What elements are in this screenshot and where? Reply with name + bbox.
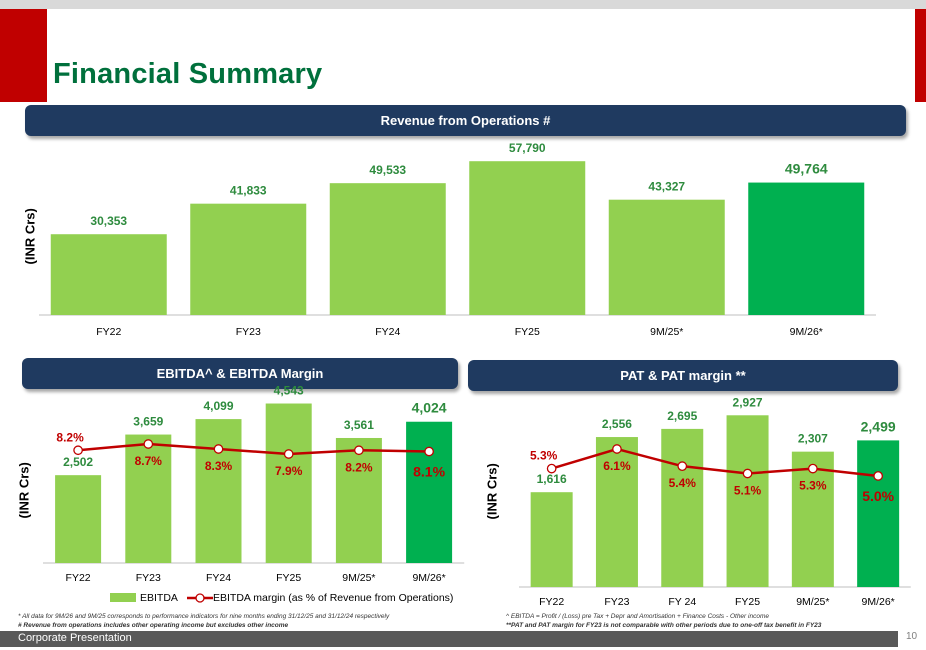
revenue-bar	[469, 161, 586, 315]
ebitda-margin-point	[73, 445, 83, 456]
ebitda-bar-value-label: 3,561	[344, 418, 374, 432]
pat-bar-value-label: 2,556	[602, 417, 632, 431]
note-footnote-4: **PAT and PAT margin for FY23 is not com…	[506, 622, 822, 629]
ebitda-bar	[265, 403, 312, 563]
pat-margin-line	[551, 447, 879, 478]
ebitda-margin-point	[283, 449, 294, 459]
ebitda-margin-label: 8.2%	[345, 460, 373, 474]
ebitda-margin-label: 7.9%	[275, 464, 303, 478]
ebitda-bar	[406, 421, 453, 563]
pat-margin-point	[873, 471, 884, 481]
accent-bar-left	[0, 9, 47, 102]
revenue-value-label: 49,533	[369, 163, 406, 177]
pat-margin-label: 5.3%	[799, 479, 827, 493]
ebitda-category-label: FY23	[136, 572, 161, 584]
pat-margin-label: 5.1%	[734, 484, 762, 498]
pat-bar	[661, 428, 704, 587]
ebitda-margin-line	[77, 442, 430, 456]
ebitda-category-label: FY22	[66, 572, 91, 584]
ebitda-legend-line-marker	[195, 593, 205, 603]
pat-margin-label: 6.1%	[603, 459, 631, 473]
pat-bar-value-label: 2,695	[667, 409, 697, 423]
ebitda-category-label: 9M/25*	[342, 572, 375, 584]
revenue-value-label: 43,327	[648, 180, 685, 194]
footer-label: Corporate Presentation	[18, 632, 132, 644]
ebitda-bar	[55, 475, 102, 563]
ebitda-category-label: FY25	[276, 572, 301, 584]
revenue-category-label: FY24	[375, 326, 400, 338]
top-bar	[0, 0, 926, 9]
ebitda-bar-value-label: 3,659	[133, 415, 163, 429]
pat-bar	[530, 492, 573, 587]
ebitda-bar-value-label: 4,024	[412, 400, 447, 416]
page-title: Financial Summary	[53, 58, 323, 90]
pat-category-label: FY 24	[668, 596, 696, 608]
ebitda-legend-bar-swatch	[110, 593, 136, 602]
ebitda-category-label: 9M/26*	[412, 572, 445, 584]
revenue-bar	[50, 234, 167, 315]
ebitda-bar	[195, 419, 242, 563]
revenue-value-label: 57,790	[509, 141, 546, 155]
revenue-bar	[608, 199, 725, 315]
pat-margin-point	[546, 463, 557, 474]
note-footnote-3: ^ EBITDA = Profit / (Loss) pre Tax + Dep…	[506, 613, 769, 620]
ebitda-margin-point	[424, 446, 434, 457]
revenue-category-label: 9M/25*	[650, 326, 683, 338]
pat-margin-point	[742, 468, 753, 479]
pat-category-label: FY23	[604, 596, 629, 608]
ebitda-margin-point	[143, 439, 154, 449]
ebitda-header: EBITDA^ & EBITDA Margin	[22, 358, 458, 389]
pat-margin-label: 5.0%	[862, 488, 894, 504]
pat-category-label: FY25	[735, 596, 760, 608]
pat-margin-label: 5.4%	[669, 476, 697, 490]
ebitda-margin-label: 8.1%	[413, 464, 445, 480]
pat-bar-value-label: 2,307	[798, 432, 828, 446]
ebitda-margin-label: 8.3%	[205, 459, 233, 473]
pat-bar	[857, 440, 900, 587]
revenue-category-label: 9M/26*	[790, 326, 823, 338]
revenue-value-label: 30,353	[90, 214, 127, 228]
note-footnote-1: * All data for 9M/26 and 9M/25 correspon…	[18, 613, 390, 620]
ebitda-bar-value-label: 4,543	[274, 384, 304, 398]
revenue-category-label: FY25	[515, 326, 540, 338]
ebitda-margin-point	[213, 444, 224, 454]
pat-category-label: 9M/26*	[862, 596, 895, 608]
ebitda-bar-value-label: 2,502	[63, 455, 93, 469]
pat-bar-value-label: 1,616	[537, 472, 567, 486]
pat-margin-point	[677, 461, 688, 471]
revenue-header: Revenue from Operations #	[25, 105, 906, 136]
ebitda-bar	[335, 437, 382, 563]
pat-header: PAT & PAT margin **	[468, 360, 898, 391]
pat-bar	[726, 415, 769, 587]
ebitda-legend-bar-label: EBITDA	[140, 592, 178, 604]
ebitda-margin-point	[354, 445, 364, 456]
pat-bar-value-label: 2,927	[733, 395, 763, 409]
revenue-value-label: 41,833	[230, 184, 267, 198]
note-footnote-2: # Revenue from operations includes other…	[18, 622, 289, 629]
revenue-bar	[190, 203, 307, 315]
footer-bar	[0, 631, 898, 647]
revenue-value-label: 49,764	[785, 161, 828, 177]
pat-margin-point	[612, 444, 622, 454]
pat-bar	[595, 437, 638, 587]
pat-category-label: 9M/25*	[796, 596, 829, 608]
revenue-bar	[748, 182, 865, 315]
accent-bar-right	[915, 9, 926, 102]
ebitda-bar	[125, 434, 172, 563]
pat-margin-label: 5.3%	[530, 449, 558, 463]
revenue-category-label: FY22	[96, 326, 121, 338]
ebitda-category-label: FY24	[206, 572, 231, 584]
revenue-bar	[329, 183, 446, 315]
pat-margin-point	[807, 463, 818, 474]
pat-category-label: FY22	[539, 596, 564, 608]
ebitda-margin-label: 8.7%	[135, 454, 163, 468]
pat-bar	[791, 451, 834, 587]
ebitda-bar-value-label: 4,099	[203, 399, 233, 413]
ebitda-legend-line-label: EBITDA margin (as % of Revenue from Oper…	[213, 592, 453, 604]
page-number: 10	[906, 631, 918, 642]
ebitda-margin-label: 8.2%	[56, 430, 84, 444]
revenue-category-label: FY23	[236, 326, 261, 338]
pat-bar-value-label: 2,499	[861, 418, 896, 434]
